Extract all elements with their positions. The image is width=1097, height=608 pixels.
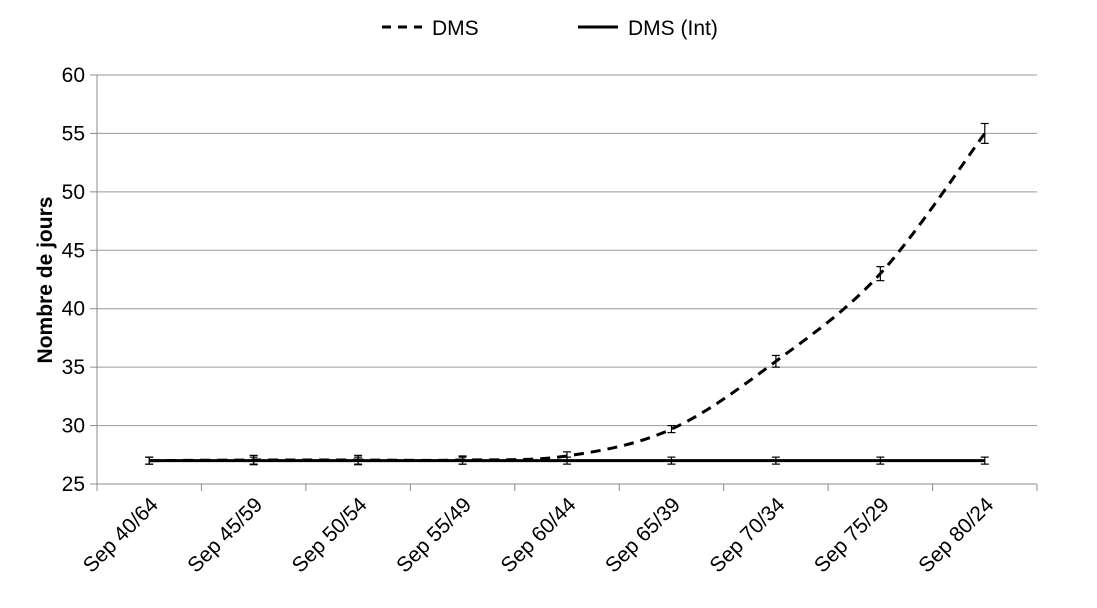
x-tick-labels: Sep 40/64 Sep 45/59 Sep 50/54 Sep 55/49 Sep …	[79, 493, 999, 577]
legend-label-dms-int: DMS (Int)	[628, 17, 718, 40]
y-tick-label: 25	[62, 473, 85, 496]
error-bar	[771, 354, 780, 368]
x-tick-label: Sep 55/49	[392, 493, 476, 577]
error-bar	[145, 456, 154, 465]
error-bar	[876, 456, 885, 465]
gridlines	[90, 74, 1037, 485]
y-tick-label: 60	[62, 64, 85, 87]
x-tick-label: Sep 75/29	[810, 493, 894, 577]
error-bar	[354, 456, 363, 465]
legend: DMS DMS (Int)	[382, 17, 718, 40]
error-bar	[980, 122, 989, 144]
x-tick-label: Sep 50/54	[288, 493, 372, 577]
error-bar	[249, 456, 258, 465]
y-tick-label: 45	[62, 239, 85, 262]
error-bar	[563, 456, 571, 465]
legend-label-dms: DMS	[432, 17, 479, 40]
y-tick-label: 30	[62, 415, 85, 438]
x-tick-label: Sep 70/34	[705, 493, 789, 577]
y-tick-label: 55	[62, 122, 85, 145]
y-tick-labels: 25 30 35 40 45 50 55 60	[62, 64, 85, 496]
series-line-dms	[149, 132, 986, 463]
y-axis-label: Nombre de jours	[34, 197, 57, 364]
series-layer	[145, 122, 989, 466]
error-bar	[458, 456, 467, 465]
y-tick-label: 35	[62, 356, 85, 379]
y-tick-label: 50	[62, 181, 85, 204]
x-tick-label: Sep 60/44	[497, 493, 581, 577]
x-tick-label: Sep 40/64	[79, 493, 163, 577]
x-tick-label: Sep 45/59	[183, 493, 267, 577]
error-bar	[667, 424, 676, 434]
x-tick-label: Sep 65/39	[601, 493, 685, 577]
axes	[96, 75, 1038, 491]
error-bar	[771, 456, 780, 465]
error-bar	[980, 456, 989, 465]
error-bar	[667, 456, 676, 465]
x-tick-label: Sep 80/24	[914, 493, 998, 577]
error-bar	[876, 266, 885, 282]
y-tick-label: 40	[62, 298, 85, 321]
